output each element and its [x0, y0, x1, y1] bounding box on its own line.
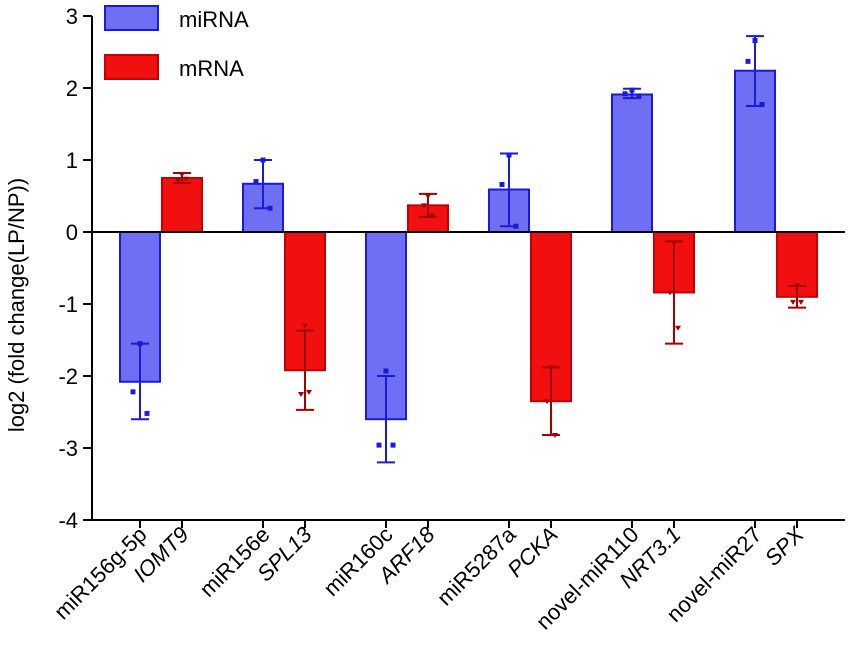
- data-point-novel-mir110: [629, 87, 635, 93]
- legend-label-mirna: miRNA: [179, 7, 249, 32]
- legend-swatch-mirna: [104, 5, 159, 31]
- data-point-novel-mir27: [752, 37, 758, 43]
- data-point-spl13: [298, 392, 304, 397]
- bars: [119, 69, 818, 421]
- data-point-novel-mir110: [636, 93, 642, 99]
- legend-swatch-mrna: [104, 54, 159, 80]
- y-tick-label: 1: [66, 148, 78, 173]
- data-point-nrt3-1: [667, 290, 673, 296]
- y-axis-title: log2 (fold change(LP/NP)): [4, 178, 29, 432]
- data-point-mir5287a: [513, 223, 519, 229]
- data-point-spx: [798, 299, 804, 305]
- error-bars: [130, 35, 806, 464]
- error-bar-spl13: [296, 329, 314, 411]
- data-point-iomt9: [183, 176, 189, 182]
- data-point-pcka: [552, 433, 558, 439]
- data-point-mir156e: [267, 205, 273, 211]
- y-tick-label: -3: [58, 436, 78, 461]
- legend: miRNA mRNA: [104, 5, 249, 81]
- data-point-iomt9: [179, 172, 185, 178]
- data-point-spl13: [306, 389, 312, 395]
- data-point-mir156g-5p: [137, 341, 143, 347]
- data-point-arf18: [429, 213, 435, 219]
- data-point-iomt9: [175, 178, 181, 184]
- y-tick-label: -4: [58, 508, 78, 533]
- y-tick-label: 2: [66, 76, 78, 101]
- data-point-nrt3-1: [671, 240, 677, 246]
- data-point-mir5287a: [506, 152, 512, 158]
- data-point-mir160c: [376, 442, 382, 448]
- data-point-spx: [794, 283, 800, 289]
- bar-iomt9: [161, 177, 203, 233]
- y-axis: 3 2 1 0 -1 -2 -3 -4: [58, 4, 845, 533]
- data-point-mir156g-5p: [144, 410, 150, 416]
- data-point-spl13: [302, 323, 308, 329]
- x-tick-label-spx: SPX: [760, 521, 810, 571]
- data-point-nrt3-1: [675, 325, 681, 331]
- y-tick-label: 3: [66, 4, 78, 29]
- legend-label-mrna: mRNA: [179, 56, 244, 81]
- data-point-mir160c: [383, 368, 389, 374]
- y-tick-label: 0: [66, 220, 78, 245]
- data-point-novel-mir27: [759, 102, 765, 108]
- data-point-mir156e: [260, 157, 266, 163]
- data-point-pcka: [548, 365, 554, 371]
- data-point-arf18: [421, 203, 427, 209]
- data-point-arf18: [425, 194, 431, 199]
- y-tick-label: -2: [58, 364, 78, 389]
- y-tick-label: -1: [58, 292, 78, 317]
- data-point-novel-mir110: [622, 91, 628, 97]
- data-point-mir160c: [390, 442, 396, 448]
- bar-novel-mir110: [611, 93, 653, 234]
- data-point-mir156g-5p: [130, 389, 136, 395]
- data-point-spx: [790, 299, 796, 305]
- data-point-mir5287a: [499, 181, 505, 187]
- error-bar-mir160c: [377, 375, 395, 464]
- data-point-pcka: [544, 399, 550, 405]
- data-point-novel-mir27: [745, 58, 751, 64]
- data-point-mir156e: [253, 179, 259, 185]
